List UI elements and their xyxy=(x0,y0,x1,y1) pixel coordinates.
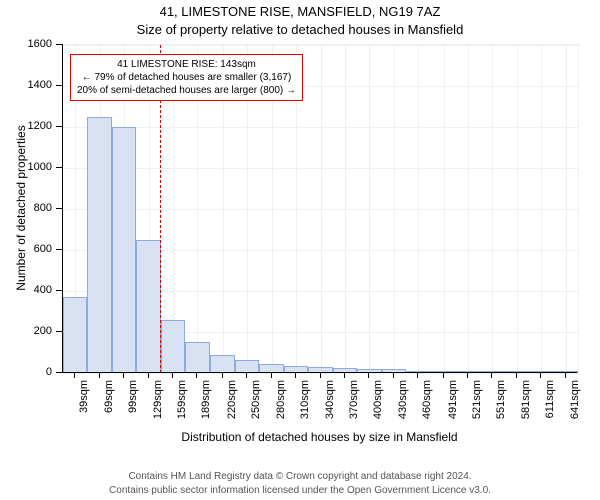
y-axis-line xyxy=(62,44,63,372)
gridline-v xyxy=(517,45,518,373)
footer-copyright-2: Contains public sector information licen… xyxy=(0,485,600,496)
info-box-line: 41 LIMESTONE RISE: 143sqm xyxy=(77,58,296,71)
gridline-v xyxy=(541,45,542,373)
gridline-v xyxy=(492,45,493,373)
histogram-bar xyxy=(87,117,111,373)
x-axis-label: 129sqm xyxy=(152,380,164,428)
histogram-bar xyxy=(210,355,235,373)
gridline-v xyxy=(444,45,445,373)
x-axis-label: 400sqm xyxy=(372,380,384,428)
histogram-bar xyxy=(235,360,259,373)
y-axis-label: 400 xyxy=(0,284,52,296)
histogram-bar xyxy=(161,320,185,373)
gridline-v xyxy=(394,45,395,373)
gridline-v xyxy=(321,45,322,373)
y-axis-label: 1200 xyxy=(0,120,52,132)
info-box-line: ← 79% of detached houses are smaller (3,… xyxy=(77,71,296,84)
y-axis-label: 1000 xyxy=(0,161,52,173)
footer-copyright-1: Contains HM Land Registry data © Crown c… xyxy=(0,471,600,482)
x-axis-label: 611sqm xyxy=(544,380,556,428)
title-main: 41, LIMESTONE RISE, MANSFIELD, NG19 7AZ xyxy=(0,4,600,19)
histogram-bar xyxy=(185,342,209,373)
x-axis-label: 340sqm xyxy=(324,380,336,428)
histogram-bar xyxy=(136,240,160,373)
x-axis-label: 69sqm xyxy=(103,380,115,428)
x-axis-label: 280sqm xyxy=(275,380,287,428)
x-axis-label: 641sqm xyxy=(569,380,581,428)
x-axis-title: Distribution of detached houses by size … xyxy=(62,430,577,444)
x-axis-label: 581sqm xyxy=(520,380,532,428)
info-box-line: 20% of semi-detached houses are larger (… xyxy=(77,84,296,97)
x-axis-label: 430sqm xyxy=(397,380,409,428)
x-axis-label: 39sqm xyxy=(78,380,90,428)
y-axis-label: 1600 xyxy=(0,38,52,50)
histogram-bar xyxy=(63,297,87,373)
title-sub: Size of property relative to detached ho… xyxy=(0,22,600,37)
x-axis-label: 189sqm xyxy=(200,380,212,428)
y-axis-label: 800 xyxy=(0,202,52,214)
x-axis-label: 159sqm xyxy=(176,380,188,428)
y-axis-label: 1400 xyxy=(0,79,52,91)
gridline-v xyxy=(468,45,469,373)
x-axis-line xyxy=(62,372,577,373)
x-axis-label: 521sqm xyxy=(471,380,483,428)
y-axis-label: 0 xyxy=(0,366,52,378)
x-axis-label: 370sqm xyxy=(348,380,360,428)
y-axis-label: 600 xyxy=(0,243,52,255)
gridline-v xyxy=(369,45,370,373)
gridline-v xyxy=(566,45,567,373)
histogram-bar xyxy=(112,127,136,373)
x-axis-label: 250sqm xyxy=(250,380,262,428)
x-axis-label: 491sqm xyxy=(447,380,459,428)
y-axis-label: 200 xyxy=(0,325,52,337)
chart-container: 41, LIMESTONE RISE, MANSFIELD, NG19 7AZ … xyxy=(0,0,600,500)
gridline-v xyxy=(345,45,346,373)
x-axis-label: 310sqm xyxy=(299,380,311,428)
x-axis-label: 551sqm xyxy=(495,380,507,428)
gridline-v xyxy=(418,45,419,373)
x-axis-label: 220sqm xyxy=(226,380,238,428)
x-axis-label: 460sqm xyxy=(421,380,433,428)
info-box: 41 LIMESTONE RISE: 143sqm← 79% of detach… xyxy=(70,54,303,101)
x-axis-label: 99sqm xyxy=(127,380,139,428)
